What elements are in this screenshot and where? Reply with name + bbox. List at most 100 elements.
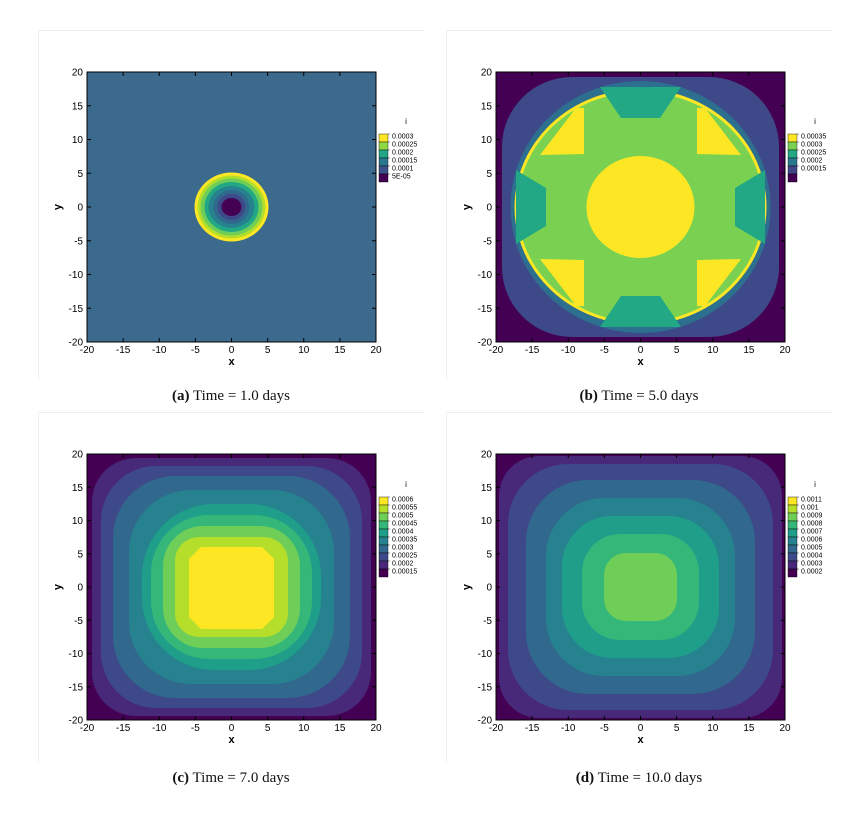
- x-tick-label: -15: [116, 345, 131, 356]
- legend-swatch: [787, 568, 798, 578]
- legend-level-label: 0.0002: [392, 561, 414, 568]
- y-axis-label: y: [52, 583, 64, 590]
- y-tick-label: -20: [478, 338, 493, 349]
- x-axis-label: x: [228, 734, 235, 746]
- x-axis-label: x: [637, 734, 644, 746]
- contour-level-9: [189, 547, 274, 629]
- y-tick-label: 20: [481, 68, 493, 79]
- y-tick-label: 0: [486, 583, 492, 594]
- panel-frame: [38, 30, 424, 380]
- x-tick-label: -10: [152, 723, 167, 734]
- x-tick-label: -15: [116, 723, 131, 734]
- legend-title: i: [405, 117, 407, 126]
- y-tick-label: 10: [72, 516, 84, 527]
- contour-field-a: [87, 72, 376, 342]
- legend-level-label: 0.00045: [392, 521, 417, 528]
- legend-level-label: 0.0002: [801, 158, 823, 165]
- contour-notch-left: [516, 170, 546, 244]
- x-tick-label: -5: [191, 345, 200, 356]
- contour-notch-top: [600, 87, 681, 118]
- legend-swatch: [787, 173, 798, 183]
- caption-d: (d) Time = 10.0 days: [446, 770, 832, 787]
- x-tick-label: 10: [298, 723, 310, 734]
- y-tick-label: -5: [74, 236, 83, 247]
- x-tick-label: 15: [743, 345, 755, 356]
- y-tick-label: 15: [481, 101, 493, 112]
- x-tick-label: -10: [561, 345, 576, 356]
- x-tick-label: 0: [638, 723, 644, 734]
- legend-level-label: 0.00015: [392, 569, 417, 576]
- y-tick-label: 5: [77, 169, 83, 180]
- contour-lobe-top-right: [697, 108, 741, 155]
- x-tick-label: 5: [265, 345, 271, 356]
- x-tick-label: 20: [779, 723, 791, 734]
- axes-d: -20 -15 -10 -5 0 5 10 15 20 -20 -15 -10 -5 0 5 10 15 20 x y: [461, 450, 791, 747]
- y-tick-label: 10: [72, 135, 84, 146]
- legend-level-label: 0.00055: [392, 505, 417, 512]
- x-tick-label: -15: [525, 723, 540, 734]
- contour-lobe-bottom-right: [697, 259, 741, 306]
- legend-level-label: 0.0007: [801, 529, 823, 536]
- x-axis-label: x: [228, 356, 235, 368]
- contour-level-7: [604, 553, 677, 621]
- x-tick-label: -20: [80, 723, 95, 734]
- x-tick-label: 20: [779, 345, 791, 356]
- legend-level-label: 0.0004: [392, 529, 414, 536]
- caption-letter: (b): [579, 388, 598, 404]
- y-tick-label: -10: [69, 270, 84, 281]
- chart-c: -20 -15 -10 -5 0 5 10 15 20 -20 -15 -10 -5 0 5 10 15 20 x y…: [52, 450, 417, 747]
- x-tick-label: -10: [561, 723, 576, 734]
- x-tick-label: 5: [674, 345, 680, 356]
- legend-title: i: [405, 480, 407, 489]
- legend-level-label: 0.0011: [801, 497, 822, 504]
- y-tick-label: -10: [478, 649, 493, 660]
- x-tick-label: 15: [334, 345, 346, 356]
- x-tick-label: 20: [370, 723, 382, 734]
- chart-a: -20 -15 -10 -5 0 5 10 15 20 -20 -15 -10 -5 0 5 10 15 20 x y…: [52, 68, 417, 369]
- y-axis-label: y: [52, 203, 64, 210]
- panel-frame: [446, 412, 832, 762]
- contour-notch-bottom: [600, 296, 681, 327]
- contour-field-b: [496, 72, 785, 342]
- y-tick-label: -10: [478, 270, 493, 281]
- panel-frame: [38, 412, 424, 762]
- legend-level-label: 0.0008: [801, 521, 823, 528]
- legend-level-label: 0.00015: [392, 158, 417, 165]
- caption-text: Time = 7.0 days: [192, 770, 290, 786]
- x-tick-label: -20: [489, 345, 504, 356]
- legend-level-label: 0.0009: [801, 513, 823, 520]
- x-tick-label: 5: [265, 723, 271, 734]
- contour-field-c: [87, 454, 376, 720]
- x-tick-label: -5: [600, 723, 609, 734]
- legend-title: i: [814, 480, 816, 489]
- panel-a: -20 -15 -10 -5 0 5 10 15 20 -20 -15 -10 -5 0 5 10 15 20 x y…: [38, 30, 424, 404]
- y-tick-label: -20: [69, 338, 84, 349]
- y-tick-label: 20: [72, 450, 84, 461]
- legend-level-label: 0.0003: [801, 142, 823, 149]
- x-tick-label: 20: [370, 345, 382, 356]
- legend-title: i: [814, 117, 816, 126]
- legend-level-label: 5E-05: [392, 174, 411, 181]
- legend-swatch: [378, 568, 389, 578]
- x-tick-label: 15: [743, 723, 755, 734]
- y-tick-label: 0: [486, 203, 492, 214]
- x-axis-label: x: [637, 356, 644, 368]
- axes-a: -20 -15 -10 -5 0 5 10 15 20 -20 -15 -10 -5 0 5 10 15 20 x y: [52, 68, 382, 369]
- x-tick-label: -5: [600, 345, 609, 356]
- x-tick-label: 15: [334, 723, 346, 734]
- x-tick-label: -15: [525, 345, 540, 356]
- legend-c: i 0.00060.000550.00050.000450.00040.00035…: [378, 480, 417, 578]
- y-tick-label: -20: [478, 716, 493, 727]
- caption-letter: (a): [171, 388, 190, 404]
- x-tick-label: 5: [674, 723, 680, 734]
- legend-d: i0.00110.0010.00090.00080.00070.00060.00…: [787, 480, 823, 578]
- y-tick-label: -10: [69, 649, 84, 660]
- legend-level-label: 0.0005: [801, 545, 823, 552]
- y-tick-label: 20: [481, 450, 493, 461]
- y-tick-label: -5: [74, 616, 83, 627]
- y-tick-label: 10: [481, 135, 493, 146]
- x-tick-label: -10: [152, 345, 167, 356]
- contour-center-disc: [586, 156, 695, 258]
- legend-swatch: [378, 173, 389, 183]
